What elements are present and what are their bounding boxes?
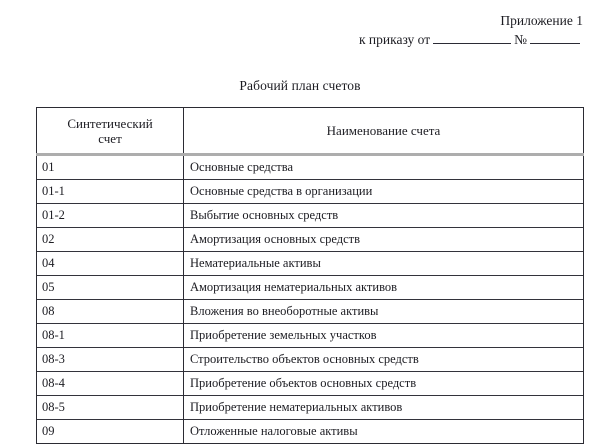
account-name-cell: Приобретение нематериальных активов (183, 395, 584, 420)
table-row: 01-1 Основные средства в организации (36, 179, 584, 204)
account-name-cell: Выбытие основных средств (183, 203, 584, 228)
table-row: 09 Отложенные налоговые активы (36, 419, 584, 444)
order-prefix-label: к приказу от (358, 32, 431, 47)
table-header-row: Синтетический счет Наименование счета (36, 107, 584, 156)
account-name-cell: Основные средства (183, 154, 584, 180)
table-body: 01 Основные средства 01-1 Основные средства… (36, 154, 584, 444)
account-name-cell: Вложения во внеоборотные активы (183, 299, 584, 324)
account-code-cell: 04 (36, 251, 184, 276)
account-code-cell: 08-4 (36, 371, 184, 396)
account-name-cell: Нематериальные активы (183, 251, 584, 276)
account-name-cell: Отложенные налоговые активы (183, 419, 584, 444)
account-name-cell: Основные средства в организации (183, 179, 584, 204)
account-code-cell: 01-2 (36, 203, 184, 228)
account-name-cell: Приобретение земельных участков (183, 323, 584, 348)
account-code-cell: 08-3 (36, 347, 184, 372)
document-header-block: Приложение 1 к приказу от № (243, 12, 583, 49)
account-code-cell: 05 (36, 275, 184, 300)
account-code-cell: 02 (36, 227, 184, 252)
account-code-cell: 01-1 (36, 179, 184, 204)
table-row: 08-5 Приобретение нематериальных активов (36, 395, 584, 420)
table-header: Синтетический счет Наименование счета (36, 107, 584, 156)
table-row: 08-3 Строительство объектов основных сред… (36, 347, 584, 372)
table-row: 02 Амортизация основных средств (36, 227, 584, 252)
account-name-cell: Приобретение объектов основных средств (183, 371, 584, 396)
order-reference-line: к приказу от № (243, 31, 583, 49)
chart-of-accounts-table-wrapper: Синтетический счет Наименование счета 01… (36, 107, 584, 444)
table-row: 08-4 Приобретение объектов основных средс… (36, 371, 584, 396)
column-header-account-name: Наименование счета (183, 107, 584, 156)
column-header-synthetic-account-line2: счет (98, 130, 122, 146)
account-code-cell: 09 (36, 419, 184, 444)
column-header-synthetic-account-line1: Синтетический (67, 115, 153, 131)
account-code-cell: 01 (36, 154, 184, 180)
page-title: Рабочий план счетов (239, 78, 361, 93)
order-date-blank (433, 32, 512, 44)
account-code-cell: 08-1 (36, 323, 184, 348)
order-number-blank (530, 32, 580, 44)
account-name-cell: Амортизация нематериальных активов (183, 275, 584, 300)
appendix-label: Приложение 1 (500, 13, 583, 28)
table-row: 01 Основные средства (36, 154, 584, 180)
number-symbol-label: № (514, 32, 527, 47)
table-row: 05 Амортизация нематериальных активов (36, 275, 584, 300)
table-row: 04 Нематериальные активы (36, 251, 584, 276)
table-row: 08 Вложения во внеоборотные активы (36, 299, 584, 324)
chart-of-accounts-table: Синтетический счет Наименование счета 01… (36, 107, 584, 444)
table-row: 08-1 Приобретение земельных участков (36, 323, 584, 348)
account-code-cell: 08 (36, 299, 184, 324)
account-code-cell: 08-5 (36, 395, 184, 420)
column-header-synthetic-account: Синтетический счет (36, 107, 184, 156)
table-row: 01-2 Выбытие основных средств (36, 203, 584, 228)
account-name-cell: Строительство объектов основных средств (183, 347, 584, 372)
account-name-cell: Амортизация основных средств (183, 227, 584, 252)
